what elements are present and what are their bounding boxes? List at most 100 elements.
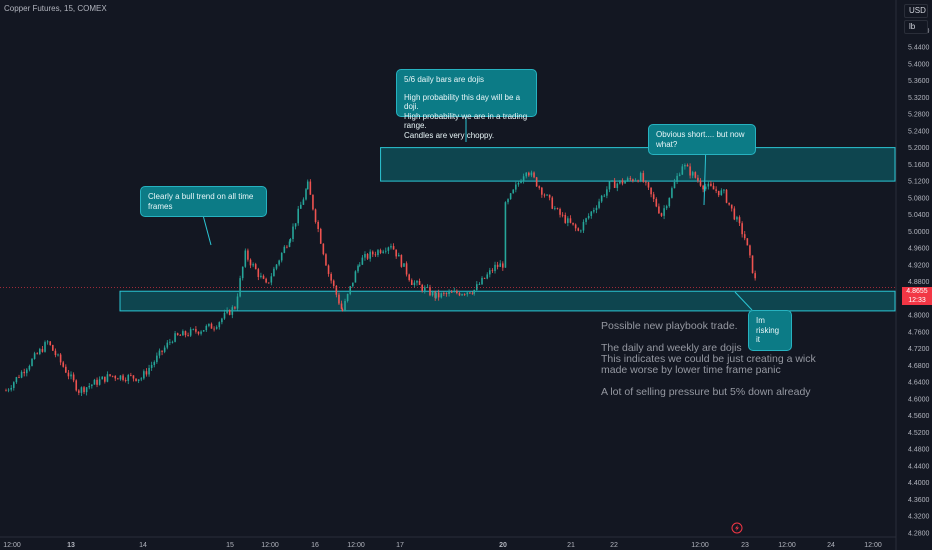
- candle-body: [117, 378, 119, 380]
- x-axis: 12:00 13 14 15 12:00 16 12:00 17 20 21 22 12:00 23 12…: [3, 542, 882, 549]
- candle-body: [31, 358, 33, 366]
- y-tick-label: 4.6000: [908, 396, 930, 403]
- candle-body: [483, 277, 486, 279]
- candle-body: [520, 181, 522, 183]
- candle-body: [494, 264, 496, 272]
- candle-body: [158, 350, 161, 356]
- candle-body: [548, 194, 551, 198]
- candle-body: [569, 218, 572, 223]
- zone-resistance[interactable]: [380, 147, 896, 182]
- current-price-value: 4.8655: [906, 288, 928, 295]
- candle-body: [410, 280, 413, 286]
- unit-selector[interactable]: lb: [904, 20, 928, 34]
- candle-body: [205, 325, 208, 331]
- doji-line-2: High probability this day will be a doji…: [404, 92, 521, 112]
- candle-body: [254, 264, 257, 270]
- bolt-icon[interactable]: [731, 522, 743, 534]
- callout-doji[interactable]: 5/6 daily bars are dojis High probabilit…: [396, 69, 537, 140]
- candle-body: [642, 173, 645, 182]
- candle-body: [621, 180, 624, 184]
- candle-body: [15, 377, 18, 383]
- current-price-tag: 4.8655 12:33: [902, 287, 932, 305]
- x-tick-label: 23: [741, 542, 749, 549]
- candle-body: [161, 350, 163, 352]
- candle-body: [733, 208, 736, 220]
- y-tick-label: 5.4000: [908, 61, 930, 68]
- candle-body: [231, 307, 234, 315]
- pointer-risk: [734, 291, 753, 311]
- candle-body: [338, 294, 340, 304]
- candle-body: [491, 270, 494, 272]
- candle-body: [435, 292, 437, 298]
- y-tick-label: 4.6400: [908, 380, 930, 387]
- zones-layer: [119, 147, 896, 312]
- candle-body: [611, 180, 613, 182]
- candle-body: [57, 354, 59, 356]
- y-tick-label: 5.0800: [908, 195, 930, 202]
- candle-body: [466, 292, 469, 295]
- candle-body: [228, 310, 231, 315]
- candle-body: [456, 290, 458, 294]
- candle-body: [91, 384, 93, 386]
- candle-body: [241, 266, 244, 279]
- candle-body: [603, 195, 606, 197]
- candle-body: [496, 264, 499, 267]
- y-tick-label: 5.4400: [908, 45, 930, 52]
- callout-bull-trend[interactable]: Clearly a bull trend on all time frames: [140, 186, 267, 217]
- currency-selector[interactable]: USD: [904, 4, 928, 18]
- doji-line-1: 5/6 daily bars are dojis: [404, 75, 485, 84]
- candle-body: [122, 375, 124, 380]
- candle-body: [561, 214, 564, 216]
- candle-body: [384, 250, 387, 252]
- candle-body: [319, 228, 322, 244]
- candle-body: [234, 307, 236, 309]
- candle-body: [632, 179, 634, 182]
- candle-body: [671, 188, 673, 198]
- candle-body: [111, 375, 114, 377]
- x-tick-label: 12:00: [261, 542, 279, 549]
- candle-body: [327, 265, 330, 274]
- candle-body: [18, 377, 20, 378]
- candle-body: [294, 223, 297, 227]
- axis-settings[interactable]: USD lb: [904, 4, 928, 36]
- candle-body: [443, 293, 445, 295]
- candle-body: [340, 303, 343, 309]
- candle-body: [710, 183, 712, 186]
- candle-body: [127, 375, 130, 381]
- candle-body: [305, 189, 307, 200]
- y-tick-label: 4.3200: [908, 514, 930, 521]
- candle-body: [148, 367, 150, 375]
- candle-body: [543, 194, 546, 196]
- candle-body: [678, 174, 681, 176]
- callout-short[interactable]: Obvious short.... but now what?: [648, 124, 756, 155]
- candle-body: [639, 173, 642, 182]
- candle-body: [59, 354, 62, 363]
- y-tick-label: 4.6800: [908, 363, 930, 370]
- candle-body: [634, 180, 637, 182]
- candle-body: [195, 329, 197, 332]
- candle-body: [567, 218, 569, 223]
- y-tick-label: 5.0400: [908, 212, 930, 219]
- candle-body: [546, 194, 548, 196]
- y-tick-label: 4.7200: [908, 346, 930, 353]
- candle-body: [749, 245, 751, 256]
- callout-bull-trend-text: Clearly a bull trend on all time frames: [148, 192, 254, 211]
- candle-body: [145, 371, 148, 375]
- candle-body: [98, 379, 101, 385]
- candle-body: [23, 371, 26, 374]
- candle-body: [681, 166, 684, 175]
- candle-body: [725, 189, 728, 203]
- candle-body: [187, 335, 189, 336]
- candle-body: [189, 329, 192, 336]
- candle-body: [176, 333, 179, 336]
- x-tick-label: 16: [311, 542, 319, 549]
- y-tick-label: 4.5200: [908, 430, 930, 437]
- candle-body: [202, 330, 205, 332]
- zone-support[interactable]: [119, 290, 896, 312]
- candle-body: [450, 292, 453, 293]
- candle-body: [65, 366, 67, 373]
- candle-body: [124, 379, 127, 381]
- candle-body: [270, 276, 273, 283]
- callout-risk[interactable]: Im risking it: [748, 310, 792, 351]
